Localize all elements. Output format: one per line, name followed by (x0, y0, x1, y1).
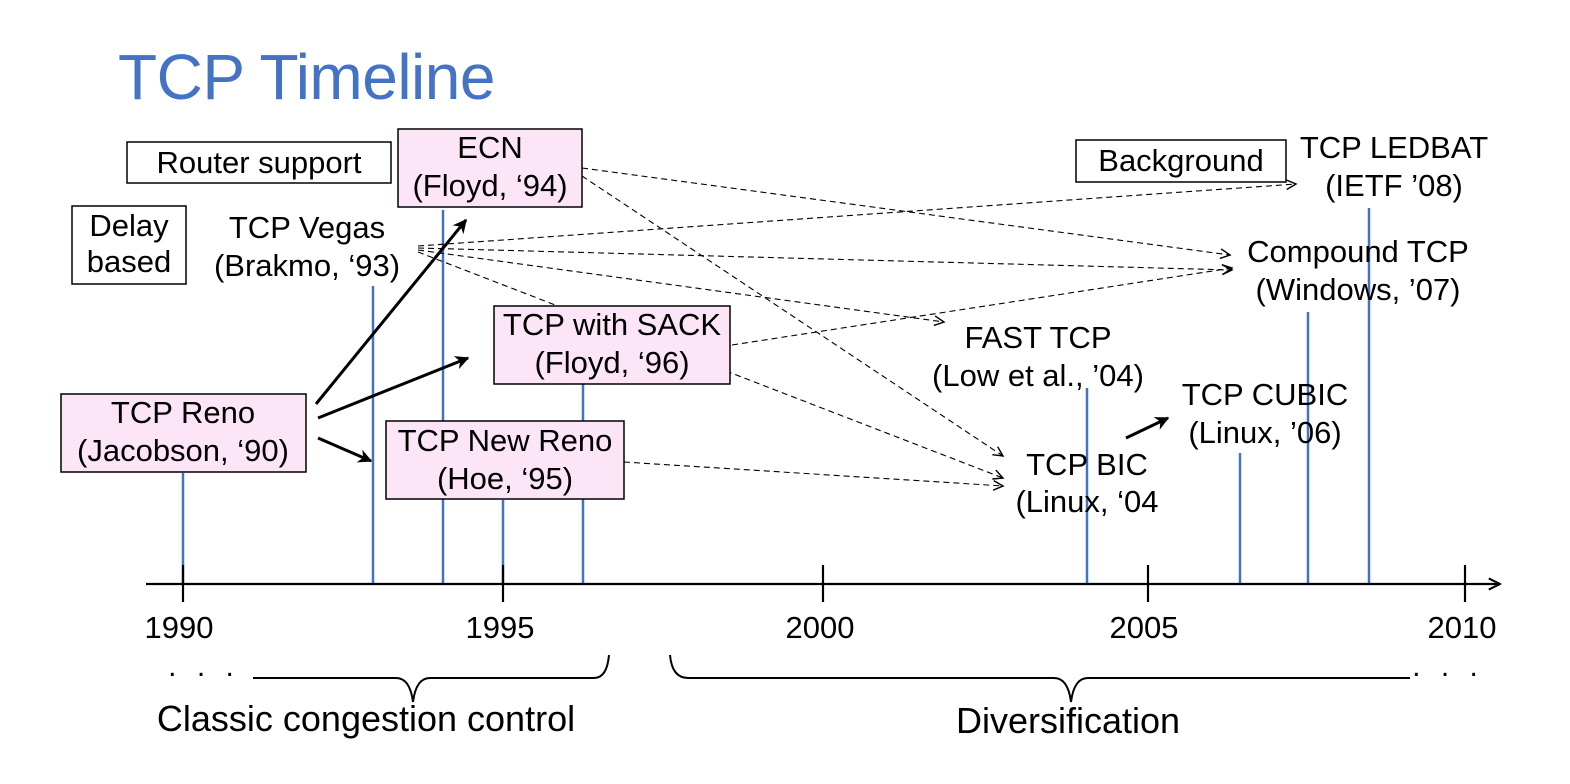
bic-ref: (Linux, ‘04 (1015, 484, 1158, 519)
fast-name: FAST TCP (964, 320, 1111, 355)
ellipsis-left: . . . (168, 650, 240, 683)
slide-title: TCP Timeline (118, 41, 495, 113)
year-label-1995: 1995 (466, 610, 535, 645)
year-label-1990: 1990 (145, 610, 214, 645)
arrow-vegas-compound (417, 247, 1234, 276)
sack-name: TCP with SACK (503, 307, 722, 342)
node-cubic: TCP CUBIC (Linux, ’06) (1182, 377, 1349, 450)
vegas-name: TCP Vegas (229, 210, 385, 245)
era-diversification-label: Diversification (956, 700, 1180, 741)
arrow-ecn-bic (581, 175, 1005, 457)
node-compound: Compound TCP (Windows, ’07) (1247, 234, 1469, 307)
fast-ref: (Low et al., ’04) (932, 358, 1144, 393)
influence-arrows (417, 167, 1298, 491)
arrow-vegas-ledbat (417, 179, 1298, 247)
node-newreno: TCP New Reno (Hoe, ‘95) (385, 420, 625, 500)
derivation-arrows (314, 218, 1170, 463)
year-label-2005: 2005 (1110, 610, 1179, 645)
time-axis: 1990 1995 2000 2005 2010 . . . . . . (145, 565, 1500, 683)
sack-ref: (Floyd, ‘96) (534, 345, 689, 380)
brace-classic (253, 654, 610, 703)
brace-diversification (669, 654, 1410, 703)
reno-name: TCP Reno (111, 395, 255, 430)
category-delay: Delay based (71, 205, 187, 285)
era-classic-label: Classic congestion control (157, 698, 575, 739)
arrow-sack-compound (731, 264, 1234, 346)
delay-label-line2: based (87, 244, 171, 279)
vegas-ref: (Brakmo, ‘93) (214, 248, 400, 283)
compound-name: Compound TCP (1247, 234, 1469, 269)
year-label-2010: 2010 (1428, 610, 1497, 645)
arrow-reno-sack (317, 356, 470, 420)
ledbat-name: TCP LEDBAT (1300, 130, 1488, 165)
cubic-ref: (Linux, ’06) (1188, 415, 1341, 450)
year-label-2000: 2000 (786, 610, 855, 645)
ecn-name: ECN (457, 130, 522, 165)
arrow-reno-ecn (314, 218, 468, 405)
newreno-name: TCP New Reno (398, 423, 613, 458)
node-reno: TCP Reno (Jacobson, ‘90) (60, 393, 307, 473)
ecn-ref: (Floyd, ‘94) (412, 168, 567, 203)
arrow-reno-newreno (317, 436, 373, 463)
ledbat-ref: (IETF ’08) (1325, 168, 1463, 203)
node-bic: TCP BIC (Linux, ‘04 (1015, 447, 1158, 519)
node-sack: TCP with SACK (Floyd, ‘96) (493, 305, 731, 385)
router-support-label: Router support (156, 145, 361, 180)
arrow-vegas-fast (417, 249, 946, 327)
category-background: Background (1075, 139, 1287, 183)
delay-label-line1: Delay (89, 208, 169, 243)
node-ledbat: TCP LEDBAT (IETF ’08) (1300, 130, 1488, 203)
arrow-newreno-bic (623, 461, 1005, 491)
compound-ref: (Windows, ’07) (1256, 272, 1461, 307)
cubic-name: TCP CUBIC (1182, 377, 1349, 412)
reno-ref: (Jacobson, ‘90) (77, 433, 289, 468)
bic-name: TCP BIC (1026, 447, 1148, 482)
background-label: Background (1098, 143, 1263, 178)
node-ecn: ECN (Floyd, ‘94) (397, 128, 583, 208)
era-braces (253, 654, 1410, 703)
ellipsis-right: . . . (1412, 650, 1484, 683)
node-vegas: TCP Vegas (Brakmo, ‘93) (214, 210, 400, 283)
category-router: Router support (126, 141, 392, 184)
arrow-bic-cubic (1125, 416, 1170, 440)
arrow-ecn-compound (581, 167, 1232, 260)
node-fast: FAST TCP (Low et al., ’04) (932, 320, 1144, 393)
newreno-ref: (Hoe, ‘95) (437, 461, 573, 496)
